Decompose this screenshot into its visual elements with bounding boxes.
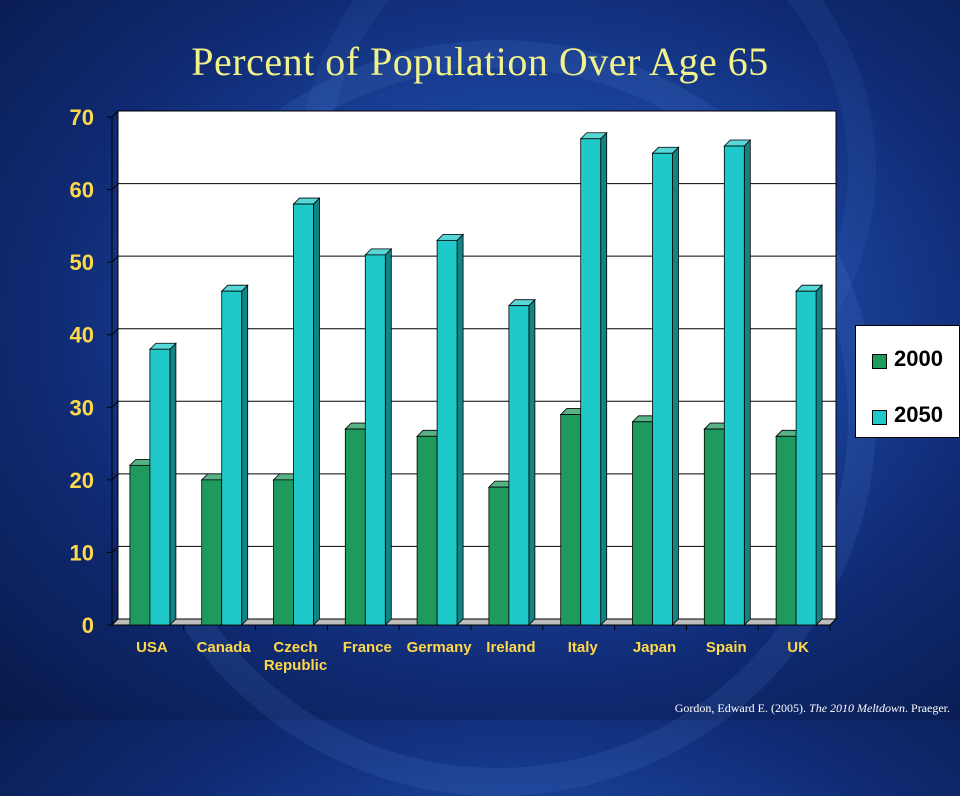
gridline-diagonal xyxy=(111,328,119,336)
y-tick-label: 0 xyxy=(82,613,94,638)
bar-2050 xyxy=(723,139,752,626)
y-tick-label: 50 xyxy=(70,250,94,275)
gridline-diagonal xyxy=(111,473,119,481)
bar-front xyxy=(344,428,366,626)
bar-side xyxy=(456,233,464,626)
x-tick-label: France xyxy=(343,639,392,656)
bar-2050 xyxy=(436,233,465,626)
bar-front xyxy=(129,464,151,626)
bar-front xyxy=(416,435,438,626)
citation-book-title: The 2010 Meltdown xyxy=(809,701,906,715)
bar-front xyxy=(652,152,673,626)
bar-side xyxy=(743,139,751,626)
source-citation: Gordon, Edward E. (2005). The 2010 Meltd… xyxy=(675,701,950,716)
bar-front xyxy=(560,414,582,626)
bar-front xyxy=(488,486,510,626)
bar-front xyxy=(273,479,294,626)
gridline-diagonal xyxy=(111,110,119,118)
page-title: Percent of Population Over Age 65 xyxy=(191,39,769,84)
x-tick-label: UK xyxy=(787,639,809,656)
x-tick-label: Italy xyxy=(568,639,599,656)
bar-front xyxy=(775,435,797,626)
x-tick-label: Japan xyxy=(633,639,676,656)
x-tick-label: Ireland xyxy=(486,639,535,656)
y-tick-label: 30 xyxy=(70,395,94,420)
gridline-diagonal xyxy=(111,255,119,263)
bar-front xyxy=(580,138,602,626)
x-tick-label: Czech Republic xyxy=(264,639,327,674)
bar-2050 xyxy=(220,284,249,626)
gridline-diagonal xyxy=(111,400,119,408)
y-tick-label: 40 xyxy=(70,323,94,348)
legend-label: 2000 xyxy=(894,346,943,371)
bar-side xyxy=(241,284,249,626)
y-tick-label: 20 xyxy=(70,468,94,493)
bar-2050 xyxy=(364,247,393,626)
bar-front xyxy=(632,421,653,626)
bar-side xyxy=(384,247,392,626)
bar-front xyxy=(221,290,243,626)
bar-2050 xyxy=(507,298,536,626)
y-tick-label: 60 xyxy=(70,178,94,203)
bar-front xyxy=(703,428,725,626)
citation-author: Gordon, Edward E. (2005). xyxy=(674,701,810,715)
legend-swatch-2000 xyxy=(872,354,887,369)
bar-front xyxy=(293,203,314,626)
bar-side xyxy=(528,298,536,626)
x-tick-label: USA xyxy=(136,639,168,656)
bar-2050 xyxy=(795,284,824,626)
bar-side xyxy=(672,146,679,626)
gridline-diagonal xyxy=(111,546,119,553)
x-tick-label: Canada xyxy=(197,639,252,656)
chart-legend: 2000 2050 xyxy=(855,325,960,438)
bar-front xyxy=(149,348,171,626)
gridline-diagonal xyxy=(111,183,119,190)
bar-front xyxy=(723,145,745,626)
bar-side xyxy=(169,342,177,626)
bar-2050 xyxy=(651,146,680,626)
x-tick-label: Spain xyxy=(706,639,747,656)
bar-side xyxy=(600,131,608,626)
bar-chart: 0 10 20 30 40 50 60 70 USA Canada Czech Republic Fra… xyxy=(70,105,838,674)
bar-front xyxy=(795,290,817,626)
legend-label: 2050 xyxy=(894,402,943,427)
bar-2050 xyxy=(292,197,321,626)
x-tick-label: Germany xyxy=(407,639,473,656)
bar-front xyxy=(201,479,223,626)
citation-publisher: . Praeger. xyxy=(905,701,950,715)
bar-front xyxy=(364,254,386,626)
bar-2050 xyxy=(579,131,608,626)
bar-2050 xyxy=(148,342,177,626)
y-tick-label: 10 xyxy=(70,540,94,565)
bar-front xyxy=(436,239,458,626)
bar-side xyxy=(313,197,320,626)
legend-swatch-2050 xyxy=(872,410,887,425)
bar-front xyxy=(508,305,530,626)
bar-side xyxy=(815,284,823,626)
y-tick-label: 70 xyxy=(70,105,94,130)
